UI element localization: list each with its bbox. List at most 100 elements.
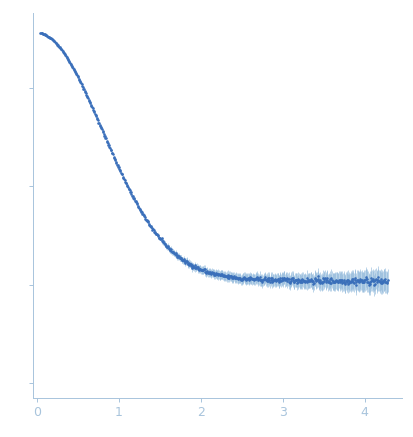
Point <box>275 278 282 285</box>
Point <box>128 192 135 199</box>
Point <box>116 167 123 174</box>
Point <box>166 246 173 253</box>
Point <box>120 175 127 182</box>
Point <box>202 268 209 275</box>
Point <box>276 276 283 283</box>
Point <box>153 230 159 237</box>
Point <box>200 266 207 273</box>
Point <box>374 273 381 280</box>
Point <box>74 73 81 80</box>
Point <box>228 274 235 281</box>
Point <box>129 192 135 199</box>
Point <box>78 80 84 87</box>
Point <box>281 277 288 284</box>
Point <box>338 276 345 283</box>
Point <box>244 275 251 282</box>
Point <box>276 275 282 282</box>
Point <box>237 274 243 281</box>
Point <box>230 274 236 281</box>
Point <box>81 87 88 94</box>
Point <box>59 49 66 55</box>
Point <box>137 206 143 213</box>
Point <box>211 271 217 278</box>
Point <box>221 273 228 280</box>
Point <box>209 270 216 277</box>
Point <box>265 275 271 282</box>
Point <box>47 35 54 42</box>
Point <box>106 143 112 150</box>
Point <box>112 157 118 164</box>
Point <box>98 125 105 132</box>
Point <box>107 147 114 154</box>
Point <box>102 134 109 141</box>
Point <box>223 274 230 281</box>
Point <box>121 178 128 185</box>
Point <box>254 275 261 282</box>
Point <box>277 277 284 284</box>
Point <box>236 275 242 282</box>
Point <box>243 275 249 282</box>
Point <box>371 280 378 287</box>
Point <box>183 257 190 264</box>
Point <box>325 279 332 286</box>
Point <box>357 277 363 284</box>
Point <box>293 277 300 284</box>
Point <box>166 245 172 252</box>
Point <box>53 40 60 47</box>
Point <box>286 279 293 286</box>
Point <box>210 270 216 277</box>
Point <box>88 102 95 109</box>
Point <box>264 274 271 281</box>
Point <box>124 182 131 189</box>
Point <box>171 250 178 257</box>
Point <box>95 120 102 127</box>
Point <box>364 278 370 285</box>
Point <box>105 142 112 149</box>
Point <box>383 277 390 284</box>
Point <box>290 279 297 286</box>
Point <box>49 36 56 43</box>
Point <box>306 277 313 284</box>
Point <box>128 190 135 197</box>
Point <box>158 234 164 241</box>
Point <box>322 278 329 285</box>
Point <box>71 67 78 74</box>
Point <box>271 277 277 284</box>
Point <box>113 159 119 166</box>
Point <box>308 278 314 285</box>
Point <box>185 259 192 266</box>
Point <box>244 276 251 283</box>
Point <box>108 149 115 156</box>
Point <box>269 277 275 284</box>
Point <box>186 261 192 268</box>
Point <box>164 243 170 250</box>
Point <box>94 115 100 122</box>
Point <box>371 276 377 283</box>
Point <box>356 275 363 282</box>
Point <box>176 255 183 262</box>
Point <box>168 247 174 254</box>
Point <box>313 277 320 284</box>
Point <box>192 265 198 272</box>
Point <box>356 277 362 284</box>
Point <box>375 277 381 284</box>
Point <box>46 34 52 41</box>
Point <box>335 277 342 284</box>
Point <box>107 145 113 152</box>
Point <box>93 114 100 121</box>
Point <box>340 278 347 285</box>
Point <box>123 180 129 187</box>
Point <box>93 113 99 120</box>
Point <box>256 277 263 284</box>
Point <box>218 271 224 278</box>
Point <box>381 279 388 286</box>
Point <box>40 31 47 38</box>
Point <box>273 277 279 284</box>
Point <box>169 248 176 255</box>
Point <box>84 94 90 101</box>
Point <box>358 278 365 285</box>
Point <box>137 207 144 214</box>
Point <box>288 275 294 282</box>
Point <box>146 223 153 230</box>
Point <box>285 275 291 282</box>
